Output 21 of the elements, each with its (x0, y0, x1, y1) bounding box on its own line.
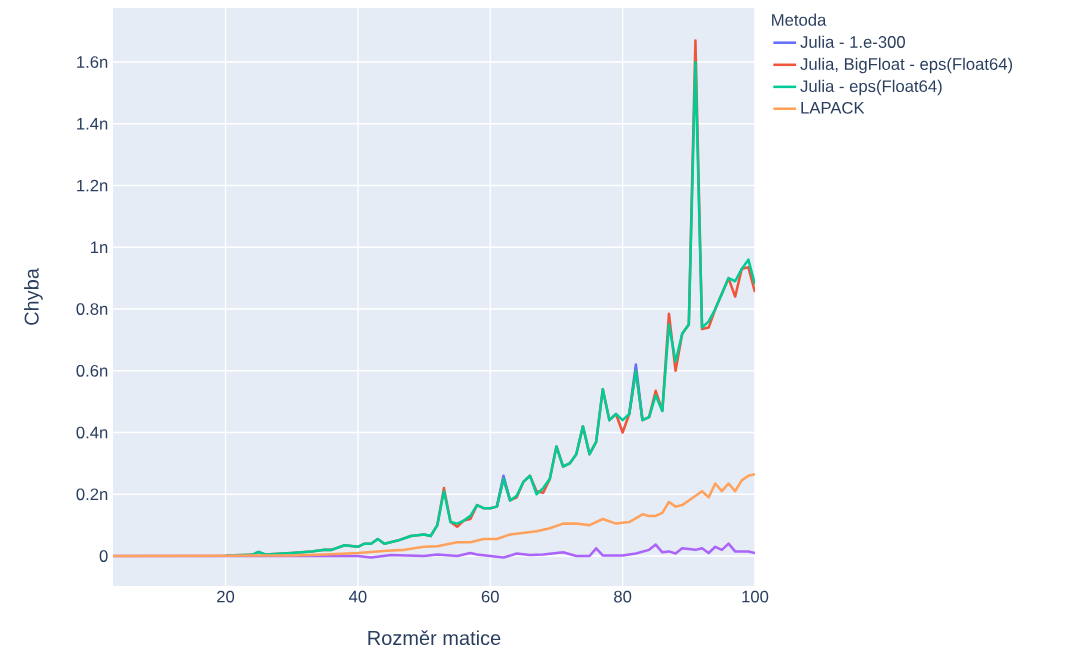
y-axis-title: Chyba (24, 268, 43, 325)
x-axis-title: Rozměr matice (368, 630, 501, 646)
y-tick-label: 0.6n (76, 364, 108, 377)
y-tick-label: 1.2n (77, 179, 108, 192)
x-tick-label: 20 (217, 590, 235, 603)
y-tick-label: 0.8n (76, 303, 108, 315)
x-tick-label: 40 (349, 590, 367, 603)
y-tick-label: 0 (99, 550, 108, 562)
y-tick-label: 0.4n (76, 426, 108, 439)
y-tick-label: 1.6n (77, 56, 108, 68)
legend-label: Julia - 1.e-300 (800, 35, 905, 48)
y-tick-label: 1n (91, 241, 108, 254)
legend-label: Julia - eps(Float64) (800, 79, 942, 96)
y-tick-label: 1.4n (77, 118, 108, 130)
y-tick-label: 0.2n (76, 488, 108, 501)
x-tick-label: 80 (614, 590, 632, 603)
legend-label: LAPACK (801, 101, 865, 114)
x-tick-label: 60 (481, 590, 499, 603)
legend-title: Metoda (772, 13, 827, 26)
legend-label: Julia, BigFloat - eps(Float64) (800, 57, 1013, 74)
x-tick-label: 100 (742, 590, 769, 603)
